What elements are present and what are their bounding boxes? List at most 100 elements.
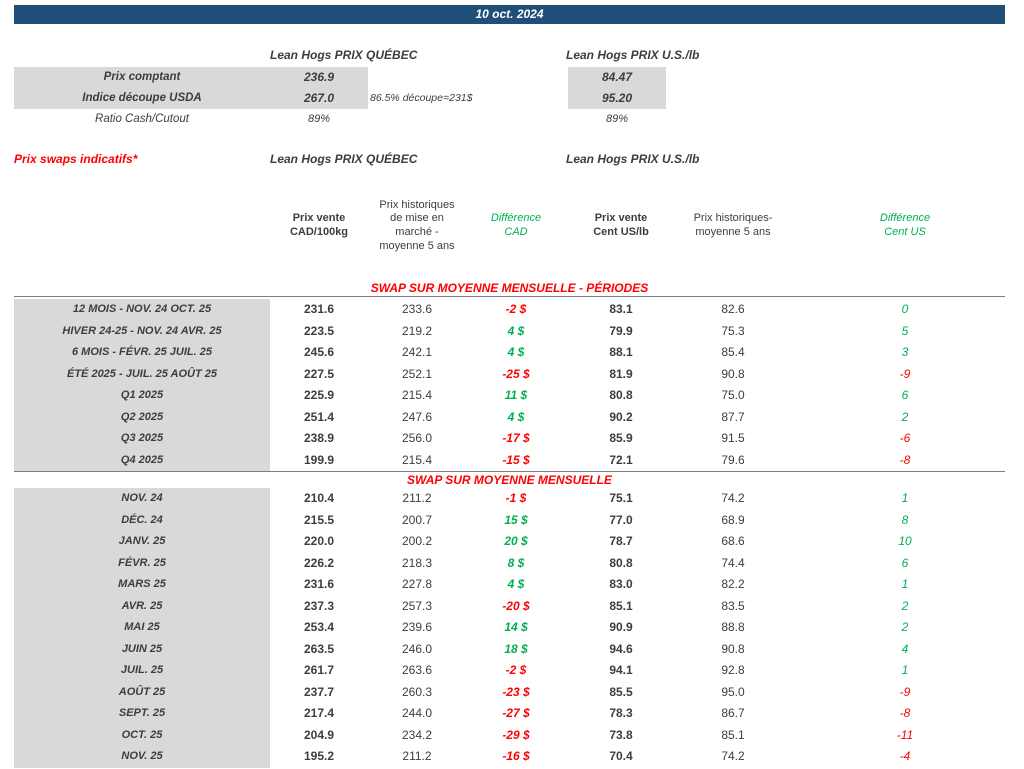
cad-historical-avg: 263.6 (401, 663, 433, 677)
us-difference: 3 (901, 345, 909, 359)
cad-historical-avg: 246.0 (401, 641, 433, 656)
column-spacer (790, 553, 850, 575)
spot-row-ratio: Ratio Cash/Cutout 89% 89% (14, 109, 1005, 130)
column-spacer (790, 364, 850, 386)
column-spacer (790, 342, 850, 364)
col-header-us-price: Prix vente Cent US/lb (593, 212, 649, 238)
cad-difference: 4 $ (507, 323, 525, 338)
swap-row: AOÛT 25 237.7 260.3 -23 $ 85.5 95.0 -9 (14, 681, 1005, 704)
col-header-us-hist: Prix historiques- moyenne 5 ans (693, 212, 773, 238)
us-historical-avg: 88.8 (721, 620, 745, 634)
period-label: JUIN 25 (14, 638, 270, 660)
swap-row: Q3 2025 238.9 256.0 -17 $ 85.9 91.5 -6 (14, 428, 1005, 450)
swap-table-periodes: 12 MOIS - NOV. 24 OCT. 25 231.6 233.6 -2 $ 8… (14, 299, 1005, 472)
column-spacer (790, 596, 850, 618)
swap-row: NOV. 25 195.2 211.2 -16 $ 70.4 74.2 -4 (14, 746, 1005, 768)
us-difference: 8 (901, 512, 909, 527)
us-historical-avg: 75.0 (721, 388, 745, 402)
cad-difference: 4 $ (507, 345, 525, 359)
cad-sale-price: 245.6 (303, 345, 335, 359)
cad-sale-price: 231.6 (303, 302, 335, 316)
column-spacer (790, 407, 850, 429)
period-label: ÉTÉ 2025 - JUIL. 25 AOÛT 25 (14, 363, 270, 385)
us-sale-price: 85.5 (609, 684, 633, 699)
us-difference: 4 (901, 641, 909, 656)
us-difference: -8 (899, 706, 911, 720)
us-sale-price: 90.9 (609, 620, 633, 634)
us-sale-price: 94.1 (609, 663, 633, 677)
swap-row: JUIL. 25 261.7 263.6 -2 $ 94.1 92.8 1 (14, 660, 1005, 682)
period-label: Q3 2025 (14, 428, 270, 450)
us-difference: 0 (901, 302, 909, 316)
swap-table-headers: Prix vente CAD/100kg Prix historiques de… (14, 190, 1005, 262)
us-historical-avg: 79.6 (721, 452, 745, 467)
us-historical-avg: 86.7 (721, 706, 745, 720)
cash-note (368, 67, 568, 88)
cad-sale-price: 195.2 (303, 749, 335, 763)
cad-difference: -27 $ (502, 706, 530, 720)
cad-sale-price: 215.5 (303, 512, 335, 527)
cad-sale-price: 210.4 (303, 491, 335, 505)
us-sale-price: 90.2 (609, 409, 633, 424)
us-sale-price: 85.9 (609, 431, 633, 445)
period-label: JANV. 25 (14, 531, 270, 553)
cad-historical-avg: 215.4 (401, 388, 433, 402)
us-cash-cutout-ratio: 89% (605, 113, 629, 125)
us-difference: -8 (899, 452, 911, 467)
period-label: FÉVR. 25 (14, 552, 270, 574)
us-sale-price: 78.3 (609, 706, 633, 720)
col-header-diff-us: Différence Cent US (879, 212, 931, 238)
swap-row: OCT. 25 204.9 234.2 -29 $ 73.8 85.1 -11 (14, 724, 1005, 746)
us-sale-price: 80.8 (609, 555, 633, 570)
cad-historical-avg: 211.2 (402, 491, 432, 505)
us-spot-title: Lean Hogs PRIX U.S./lb (566, 48, 700, 62)
column-spacer (790, 660, 850, 682)
column-spacer (790, 488, 850, 510)
cad-difference: -15 $ (502, 452, 530, 467)
us-difference: 1 (901, 491, 909, 505)
us-historical-avg: 90.8 (721, 366, 745, 381)
swaps-indicative-title: Prix swaps indicatifs* (14, 152, 138, 166)
cad-sale-price: 253.4 (303, 620, 335, 634)
quebec-swaps-title: Lean Hogs PRIX QUÉBEC (270, 152, 418, 166)
column-spacer (790, 510, 850, 532)
us-historical-avg: 82.6 (721, 302, 745, 316)
cad-sale-price: 261.7 (303, 663, 335, 677)
us-difference: 6 (901, 555, 909, 570)
us-historical-avg: 83.5 (721, 598, 745, 613)
cad-difference: 8 $ (507, 555, 525, 570)
period-label: NOV. 25 (14, 746, 270, 768)
cad-historical-avg: 247.6 (401, 409, 433, 424)
us-sale-price: 85.1 (609, 598, 633, 613)
period-label: MAI 25 (14, 617, 270, 639)
us-historical-avg: 92.8 (721, 663, 745, 677)
us-sale-price: 75.1 (609, 491, 633, 505)
column-spacer (790, 385, 850, 407)
cad-historical-avg: 211.2 (402, 749, 432, 763)
cad-sale-price: 225.9 (303, 388, 335, 402)
spot-label-ratio: Ratio Cash/Cutout (95, 113, 189, 125)
col-header-cad-price: Prix vente CAD/100kg (289, 212, 349, 238)
column-spacer (790, 682, 850, 704)
quebec-cutout-index: 267.0 (270, 88, 368, 109)
us-sale-price: 94.6 (609, 641, 633, 656)
cad-difference: -25 $ (502, 366, 530, 381)
swap-row: 12 MOIS - NOV. 24 OCT. 25 231.6 233.6 -2 $ 8… (14, 299, 1005, 321)
cad-historical-avg: 252.1 (401, 366, 433, 381)
spot-price-table: Prix comptant 236.9 84.47 Indice découpe… (14, 67, 1005, 130)
cad-difference: -29 $ (502, 727, 530, 742)
cad-historical-avg: 239.6 (401, 620, 433, 634)
us-difference: 2 (901, 620, 909, 634)
swap-row: AVR. 25 237.3 257.3 -20 $ 85.1 83.5 2 (14, 595, 1005, 618)
cad-difference: 4 $ (507, 577, 525, 591)
us-sale-price: 81.9 (609, 366, 633, 381)
swap-row: MAI 25 253.4 239.6 14 $ 90.9 88.8 2 (14, 617, 1005, 639)
cad-sale-price: 237.7 (303, 684, 335, 699)
column-spacer (790, 299, 850, 321)
section-title-mensuelle: SWAP SUR MOYENNE MENSUELLE (407, 473, 612, 487)
column-spacer (790, 428, 850, 450)
cad-sale-price: 251.4 (303, 409, 335, 424)
quebec-cash-cutout-ratio: 89% (307, 113, 331, 125)
us-historical-avg: 75.3 (721, 323, 745, 338)
